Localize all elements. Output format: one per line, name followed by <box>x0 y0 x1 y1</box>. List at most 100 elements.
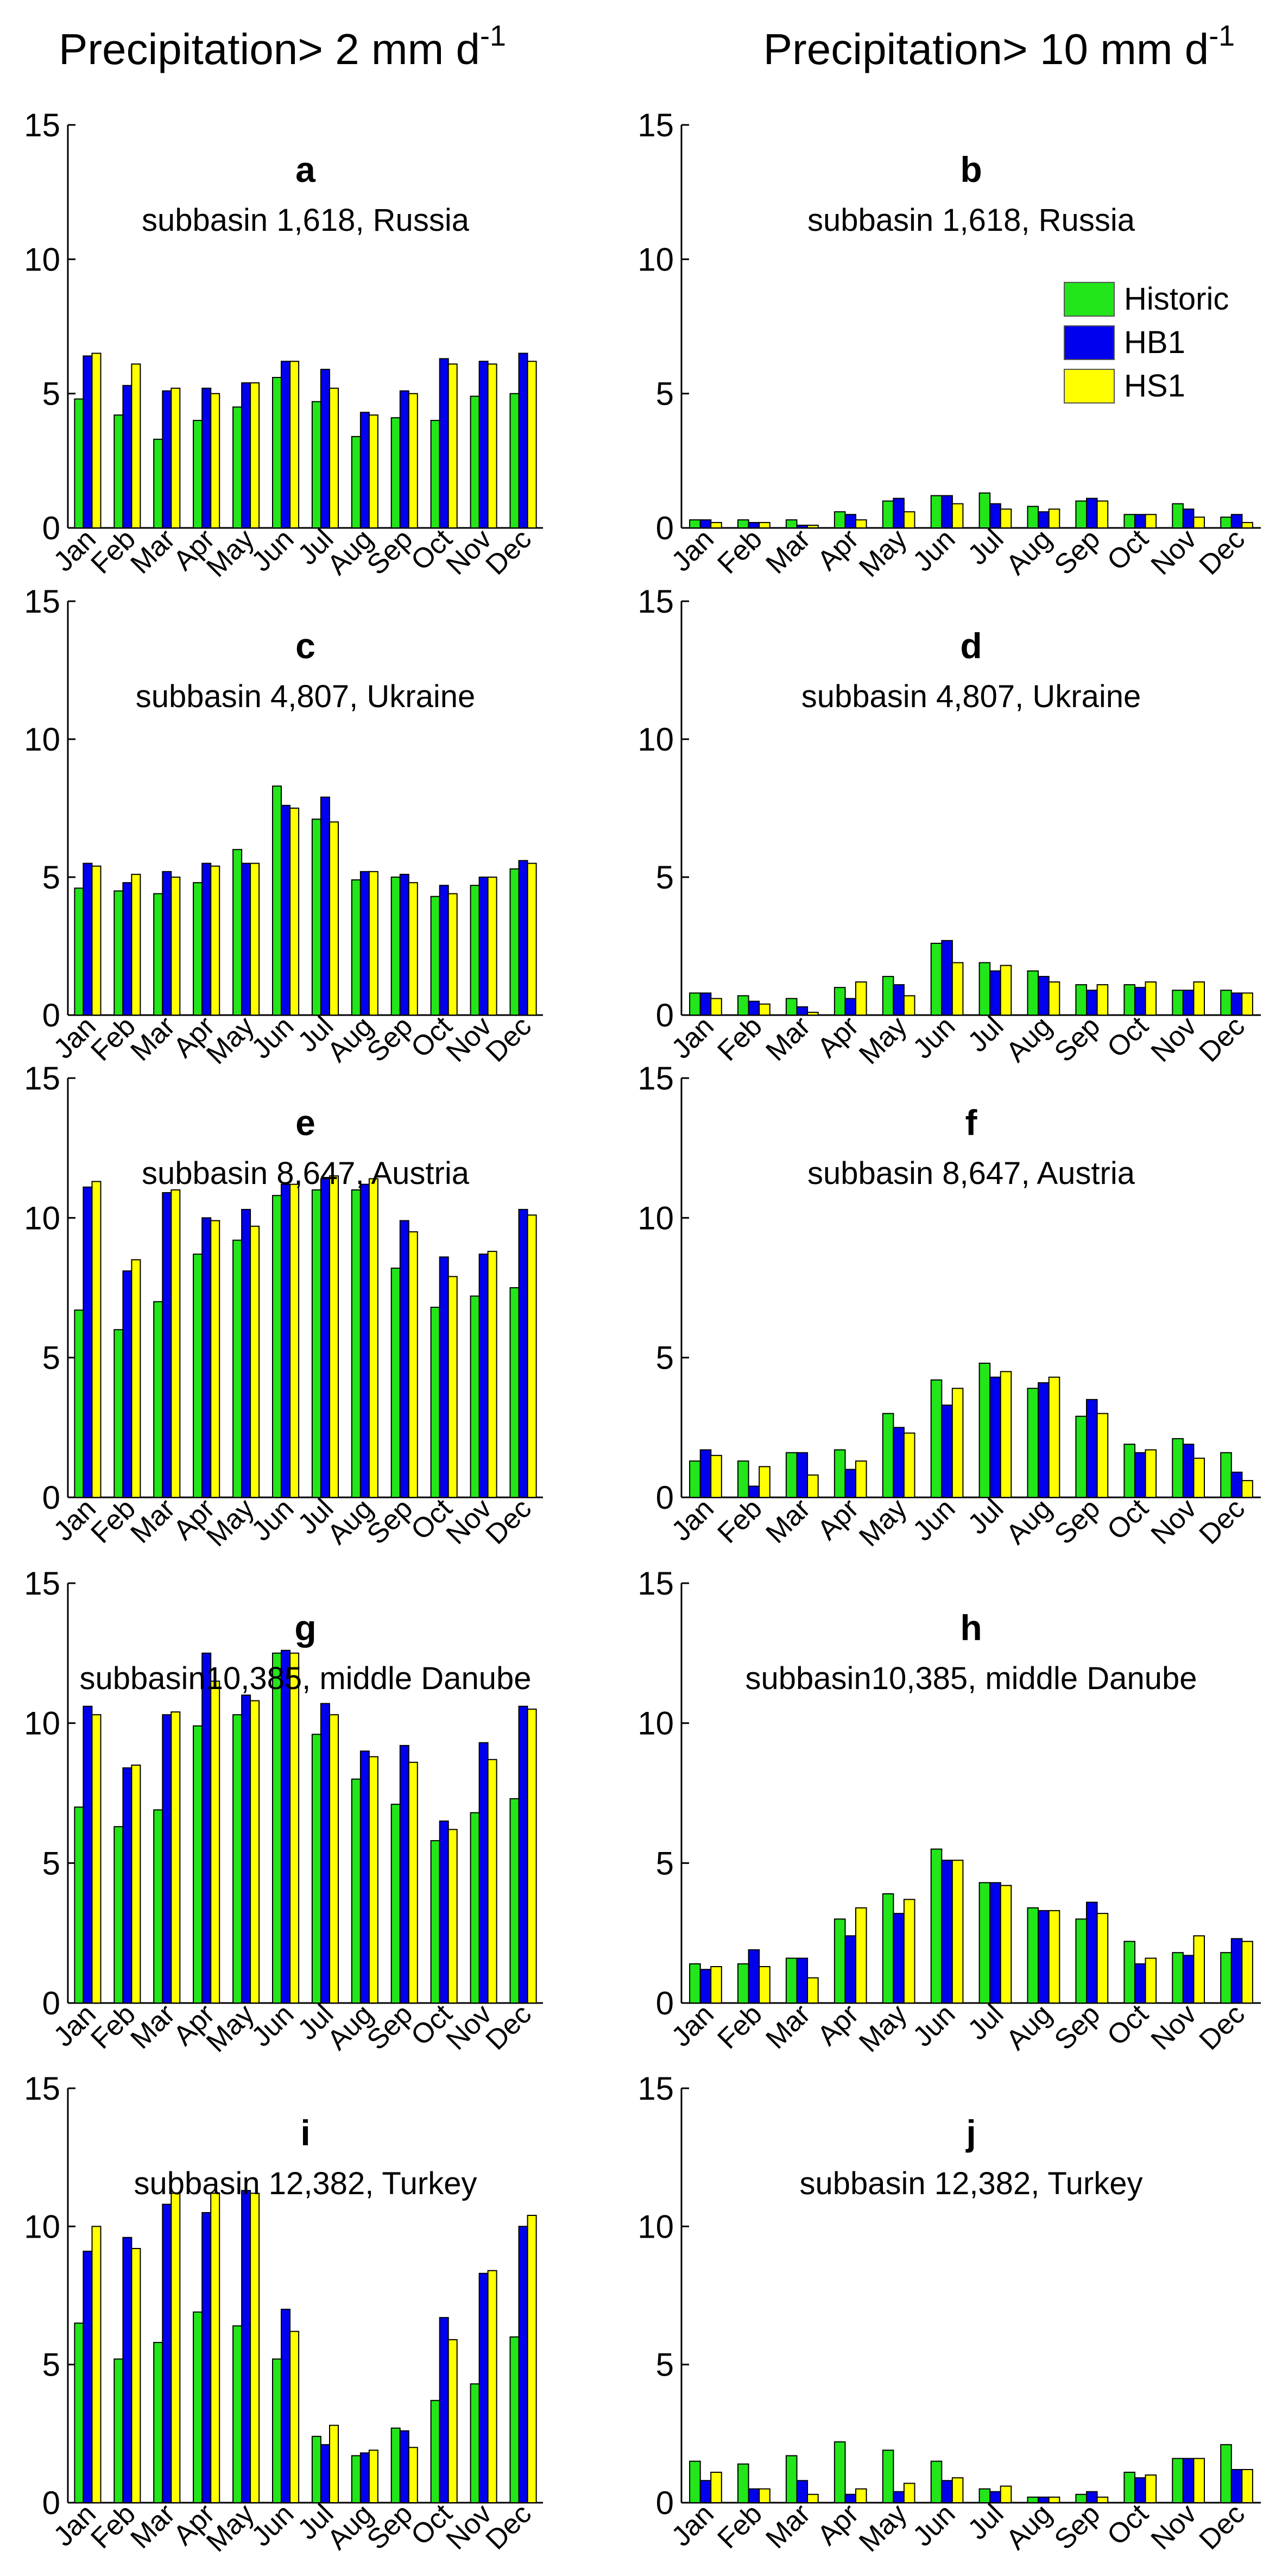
bar-historic-may <box>232 1239 243 1498</box>
bar-historic-mar <box>785 1957 798 2004</box>
bar-historic-jun <box>930 495 943 528</box>
x-tick-label: May <box>853 523 913 583</box>
bar-hs1-may <box>250 862 260 1016</box>
bar-historic-nov <box>470 395 480 528</box>
bar-hs1-feb <box>759 2488 771 2504</box>
bar-hb1-dec <box>1230 1938 1243 2004</box>
x-tick-label: Feb <box>712 1010 768 1067</box>
x-tick-label: Mar <box>760 1998 816 2055</box>
bar-historic-dec <box>509 1798 520 2004</box>
bar-hb1-jun <box>941 1860 953 2004</box>
bar-hs1-jan <box>710 1966 722 2004</box>
bar-hs1-dec <box>1241 522 1253 528</box>
bar-hs1-oct <box>447 893 458 1016</box>
bar-historic-mar <box>153 438 163 528</box>
x-tick-label: Dec <box>1193 1998 1251 2056</box>
panel-letter: b <box>960 149 982 190</box>
bar-hb1-aug <box>1038 2496 1050 2503</box>
bar-hb1-sep <box>399 2430 409 2504</box>
bar-historic-dec <box>1220 2444 1232 2504</box>
x-tick-label: Jun <box>907 523 961 577</box>
bar-hb1-oct <box>439 885 449 1016</box>
bar-hs1-dec <box>527 361 537 528</box>
bar-historic-may <box>232 849 243 1016</box>
bar-historic-may <box>882 975 894 1016</box>
bar-historic-feb <box>113 1329 124 1498</box>
bar-historic-dec <box>1220 1452 1232 1498</box>
bar-hs1-apr <box>210 1220 220 1498</box>
y-tick-label: 5 <box>42 1340 60 1376</box>
bar-hb1-aug <box>359 1750 370 2004</box>
bar-hs1-aug <box>368 1178 378 1498</box>
x-tick-label: Aug <box>1000 523 1058 581</box>
bar-historic-jul <box>311 1734 321 2004</box>
bar-hs1-jun <box>289 808 300 1016</box>
bar-hb1-jun <box>941 1404 953 1498</box>
y-tick-label: 0 <box>42 510 60 546</box>
bar-hb1-feb <box>748 2488 760 2504</box>
bar-historic-may <box>882 2449 894 2503</box>
bar-historic-sep <box>390 877 401 1016</box>
bar-hb1-dec <box>518 1208 528 1498</box>
bar-hb1-jan <box>699 992 712 1016</box>
bar-historic-sep <box>390 1268 401 1498</box>
bar-historic-apr <box>193 2312 203 2503</box>
y-tick-label: 0 <box>656 997 674 1034</box>
bar-hb1-apr <box>201 2212 212 2503</box>
bar-hs1-dec <box>527 862 537 1016</box>
y-tick-label: 5 <box>656 2347 674 2383</box>
bar-hs1-may <box>903 2483 915 2503</box>
bar-hs1-apr <box>210 865 220 1016</box>
bar-hb1-mar <box>796 1006 809 1016</box>
bar-hs1-may <box>903 511 915 528</box>
bar-hs1-aug <box>368 414 378 529</box>
legend-swatch-hb1 <box>1064 325 1115 360</box>
x-tick-label: Apr <box>811 2498 864 2551</box>
x-tick-label: Feb <box>712 1998 768 2055</box>
x-tick-label: Jun <box>245 523 300 577</box>
bar-hs1-jul <box>1000 1885 1012 2004</box>
bar-hs1-feb <box>131 363 141 528</box>
bar-hb1-sep <box>399 873 409 1016</box>
x-tick-label: Mar <box>760 1492 816 1549</box>
x-tick-label: Jul <box>962 523 1009 571</box>
bar-historic-mar <box>785 2455 798 2503</box>
bar-hb1-jul <box>320 1178 330 1498</box>
x-tick-label: Jun <box>907 1998 961 2052</box>
bar-hb1-feb <box>748 1485 760 1498</box>
x-tick-label: Sep <box>1049 2498 1106 2555</box>
bar-hs1-dec <box>1241 1480 1253 1498</box>
bar-historic-may <box>232 2325 243 2503</box>
bar-hb1-sep <box>1086 497 1098 528</box>
y-tick-label: 0 <box>656 1479 674 1516</box>
bar-hs1-nov <box>1193 2458 1205 2504</box>
bar-hb1-dec <box>1230 1471 1243 1498</box>
bar-hs1-nov <box>487 877 497 1016</box>
bar-hb1-jan <box>83 2251 93 2504</box>
bar-hb1-sep <box>1086 1399 1098 1498</box>
bar-hs1-jan <box>91 1181 102 1498</box>
bar-historic-sep <box>390 417 401 529</box>
bar-hb1-jul <box>989 2491 1001 2504</box>
x-tick-label: Jun <box>245 1998 300 2052</box>
bar-hb1-aug <box>359 2452 370 2503</box>
bar-hs1-apr <box>855 2488 867 2504</box>
bar-hb1-dec <box>1230 514 1243 528</box>
y-tick-label: 15 <box>637 107 674 143</box>
bar-hb1-oct <box>1134 1452 1146 1498</box>
bar-hb1-nov <box>478 361 489 528</box>
bar-hb1-aug <box>359 412 370 528</box>
y-tick-label: 15 <box>24 2070 60 2107</box>
bar-hb1-oct <box>1134 1963 1146 2004</box>
bar-hb1-mar <box>796 1452 809 1498</box>
x-tick-label: Nov <box>1145 2498 1203 2555</box>
panels: 051015JanFebMarAprMayJunJulAugSepOctNovD… <box>24 107 1261 2558</box>
bar-hs1-nov <box>1193 1457 1205 1498</box>
bar-hs1-may <box>250 2193 260 2504</box>
bar-hs1-nov <box>1193 517 1205 529</box>
bar-hs1-jul <box>329 387 339 528</box>
bar-hs1-mar <box>170 387 181 528</box>
bar-hb1-oct <box>1134 2477 1146 2504</box>
